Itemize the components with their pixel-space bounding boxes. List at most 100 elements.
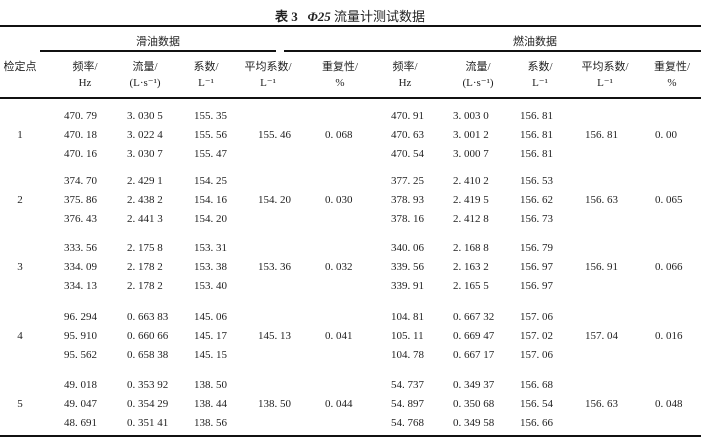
cell-lube-freq: 470. 79	[64, 110, 97, 122]
cell-fuel-coef: 156. 68	[520, 379, 553, 391]
cell-fuel-freq: 340. 06	[391, 242, 424, 254]
cell-lube-coef: 153. 38	[194, 261, 227, 273]
column-header-fuel-2-line1: 系数/	[527, 61, 553, 73]
cell-fuel-coef: 156. 97	[520, 280, 553, 292]
cell-lube-coef: 154. 25	[194, 175, 227, 187]
cell-fuel-flow: 2. 410 2	[453, 175, 489, 187]
cell-fuel-avg: 156. 63	[585, 398, 618, 410]
cell-lube-flow: 0. 354 29	[127, 398, 169, 410]
cell-lube-coef: 155. 35	[194, 110, 227, 122]
cell-lube-avg: 154. 20	[258, 194, 291, 206]
group-header-lube: 滑油数据	[136, 36, 180, 48]
cell-fuel-flow: 2. 412 8	[453, 213, 489, 225]
cell-fuel-freq: 470. 91	[391, 110, 424, 122]
cell-fuel-coef: 156. 54	[520, 398, 553, 410]
cell-fuel-coef: 157. 06	[520, 311, 553, 323]
cell-fuel-coef: 157. 02	[520, 330, 553, 342]
cell-fuel-flow: 2. 168 8	[453, 242, 489, 254]
cell-fuel-rep: 0. 048	[655, 398, 683, 410]
cell-fuel-flow: 0. 669 47	[453, 330, 495, 342]
cell-lube-coef: 138. 44	[194, 398, 227, 410]
check-point-label: 5	[17, 398, 23, 410]
cell-fuel-flow: 3. 001 2	[453, 129, 489, 141]
cell-lube-flow: 2. 175 8	[127, 242, 163, 254]
cell-lube-freq: 334. 13	[64, 280, 97, 292]
cell-lube-rep: 0. 044	[325, 398, 353, 410]
column-header-fuel-0-line1: 频率/	[392, 61, 418, 73]
check-point-label: 1	[17, 129, 23, 141]
cell-lube-flow: 0. 353 92	[127, 379, 169, 391]
cell-lube-freq: 376. 43	[64, 213, 97, 225]
cell-fuel-freq: 339. 91	[391, 280, 424, 292]
cell-fuel-coef: 156. 53	[520, 175, 553, 187]
cell-lube-freq: 334. 09	[64, 261, 97, 273]
cell-lube-coef: 145. 15	[194, 349, 227, 361]
top-rule	[0, 25, 701, 27]
group-rule-fuel	[284, 50, 701, 52]
cell-lube-coef: 153. 40	[194, 280, 227, 292]
cell-fuel-flow: 2. 165 5	[453, 280, 489, 292]
column-header-lube-0-line2: Hz	[78, 77, 92, 89]
column-header-lube-1-line2: (L·s⁻¹)	[129, 77, 161, 89]
cell-lube-flow: 0. 658 38	[127, 349, 169, 361]
cell-fuel-coef: 156. 73	[520, 213, 553, 225]
cell-fuel-freq: 104. 81	[391, 311, 424, 323]
cell-fuel-rep: 0. 066	[655, 261, 683, 273]
column-header-fuel-2-line2: L⁻¹	[532, 77, 548, 89]
cell-lube-rep: 0. 032	[325, 261, 353, 273]
cell-lube-freq: 374. 70	[64, 175, 97, 187]
cell-fuel-freq: 378. 93	[391, 194, 424, 206]
cell-lube-coef: 154. 20	[194, 213, 227, 225]
cell-lube-coef: 138. 56	[194, 417, 227, 429]
cell-lube-flow: 2. 438 2	[127, 194, 163, 206]
cell-fuel-freq: 54. 768	[391, 417, 424, 429]
column-header-lube-3-line2: L⁻¹	[260, 77, 276, 89]
cell-lube-flow: 2. 178 2	[127, 261, 163, 273]
cell-fuel-freq: 377. 25	[391, 175, 424, 187]
cell-fuel-coef: 156. 62	[520, 194, 553, 206]
cell-lube-freq: 49. 047	[64, 398, 97, 410]
cell-lube-avg: 145. 13	[258, 330, 291, 342]
bottom-rule	[0, 435, 701, 437]
cell-fuel-coef: 156. 81	[520, 110, 553, 122]
table-caption: 表 3 Φ25 流量计测试数据	[275, 6, 425, 25]
cell-lube-rep: 0. 068	[325, 129, 353, 141]
cell-lube-freq: 470. 16	[64, 148, 97, 160]
cell-lube-flow: 0. 351 41	[127, 417, 169, 429]
cell-fuel-rep: 0. 00	[655, 129, 677, 141]
cell-lube-flow: 3. 022 4	[127, 129, 163, 141]
cell-fuel-flow: 3. 000 7	[453, 148, 489, 160]
cell-fuel-freq: 378. 16	[391, 213, 424, 225]
column-header-lube-2-line1: 系数/	[193, 61, 219, 73]
column-header-lube-4-line1: 重复性/	[321, 61, 359, 73]
column-header-lube-2-line2: L⁻¹	[198, 77, 214, 89]
column-header-fuel-1-line2: (L·s⁻¹)	[462, 77, 494, 89]
cell-lube-avg: 138. 50	[258, 398, 291, 410]
cell-fuel-flow: 2. 419 5	[453, 194, 489, 206]
column-header-fuel-4-line1: 重复性/	[653, 61, 691, 73]
cell-lube-coef: 138. 50	[194, 379, 227, 391]
cell-fuel-coef: 156. 97	[520, 261, 553, 273]
cell-lube-flow: 0. 660 66	[127, 330, 169, 342]
cell-lube-avg: 153. 36	[258, 261, 291, 273]
column-header-fuel-3-line1: 平均系数/	[581, 61, 629, 73]
cell-lube-freq: 470. 18	[64, 129, 97, 141]
group-header-fuel: 燃油数据	[513, 36, 557, 48]
diameter-symbol: Φ25	[307, 9, 331, 24]
cell-fuel-freq: 105. 11	[391, 330, 424, 342]
cell-lube-coef: 145. 17	[194, 330, 227, 342]
cell-fuel-flow: 0. 667 17	[453, 349, 495, 361]
check-point-label: 2	[17, 194, 23, 206]
cell-fuel-freq: 339. 56	[391, 261, 424, 273]
cell-fuel-coef: 156. 66	[520, 417, 553, 429]
cell-lube-freq: 48. 691	[64, 417, 97, 429]
column-header-fuel-3-line2: L⁻¹	[597, 77, 613, 89]
cell-lube-flow: 3. 030 7	[127, 148, 163, 160]
cell-lube-coef: 145. 06	[194, 311, 227, 323]
header-rule	[0, 97, 701, 99]
cell-fuel-rep: 0. 065	[655, 194, 683, 206]
cell-fuel-freq: 54. 897	[391, 398, 424, 410]
cell-fuel-avg: 156. 81	[585, 129, 618, 141]
cell-fuel-freq: 470. 54	[391, 148, 424, 160]
cell-fuel-flow: 0. 350 68	[453, 398, 495, 410]
